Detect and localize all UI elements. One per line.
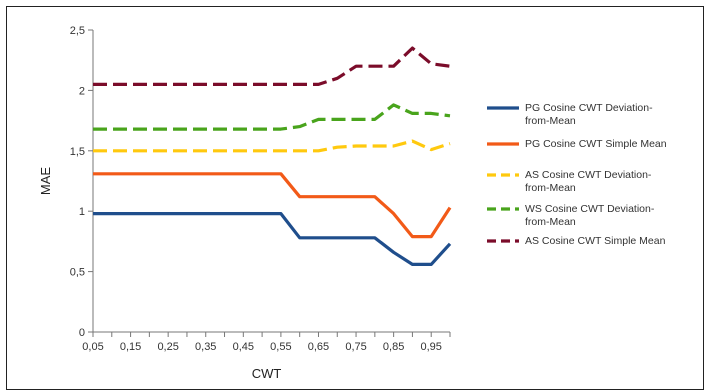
x-axis-ticks: 0,05 0,15 0,25 0,35 0,45 0,55 0,65 0,75 0,85 0,95	[82, 332, 451, 353]
y-tick-label: 0,5	[70, 267, 85, 279]
legend-label: PG Cosine CWT Simple Mean	[525, 138, 667, 150]
legend-item-3: AS Cosine CWT Deviation-from-Mean	[487, 169, 652, 194]
x-axis-label: CWT	[252, 366, 282, 381]
series-line-5	[93, 46, 451, 87]
series-line-2	[93, 172, 452, 239]
series-line-3	[93, 139, 451, 153]
x-tick-label: 0,85	[383, 341, 404, 353]
y-tick-label: 2,5	[70, 25, 85, 37]
x-tick-label: 0,45	[233, 341, 254, 353]
series-line-1	[93, 212, 452, 266]
x-tick-label: 0,25	[157, 341, 178, 353]
legend: PG Cosine CWT Deviation-from-Mean PG Cosi…	[487, 102, 667, 247]
y-axis-label: MAE	[38, 167, 53, 196]
y-tick-label: 0	[79, 327, 85, 339]
x-tick-label: 0,15	[120, 341, 141, 353]
x-tick-label: 0,05	[82, 341, 103, 353]
series-line-4	[93, 103, 451, 131]
legend-label: WS Cosine CWT Deviation-from-Mean	[525, 203, 655, 228]
legend-item-5: AS Cosine CWT Simple Mean	[487, 235, 666, 247]
x-tick-label: 0,75	[345, 341, 366, 353]
x-tick-label: 0,65	[308, 341, 329, 353]
y-tick-label: 2	[79, 85, 85, 97]
legend-item-1: PG Cosine CWT Deviation-from-Mean	[487, 102, 653, 127]
y-tick-label: 1,5	[70, 146, 85, 158]
legend-label: AS Cosine CWT Simple Mean	[525, 235, 666, 247]
x-tick-label: 0,35	[195, 341, 216, 353]
legend-item-4: WS Cosine CWT Deviation-from-Mean	[487, 203, 655, 228]
x-tick-label: 0,95	[420, 341, 441, 353]
series-lines	[93, 46, 452, 266]
y-axis-ticks: 0 0,5 1 1,5 2 2,5	[70, 25, 93, 339]
legend-label: PG Cosine CWT Deviation-from-Mean	[525, 102, 653, 127]
y-tick-label: 1	[79, 206, 85, 218]
legend-item-2: PG Cosine CWT Simple Mean	[487, 138, 667, 150]
legend-label: AS Cosine CWT Deviation-from-Mean	[525, 169, 652, 194]
x-tick-label: 0,55	[270, 341, 291, 353]
